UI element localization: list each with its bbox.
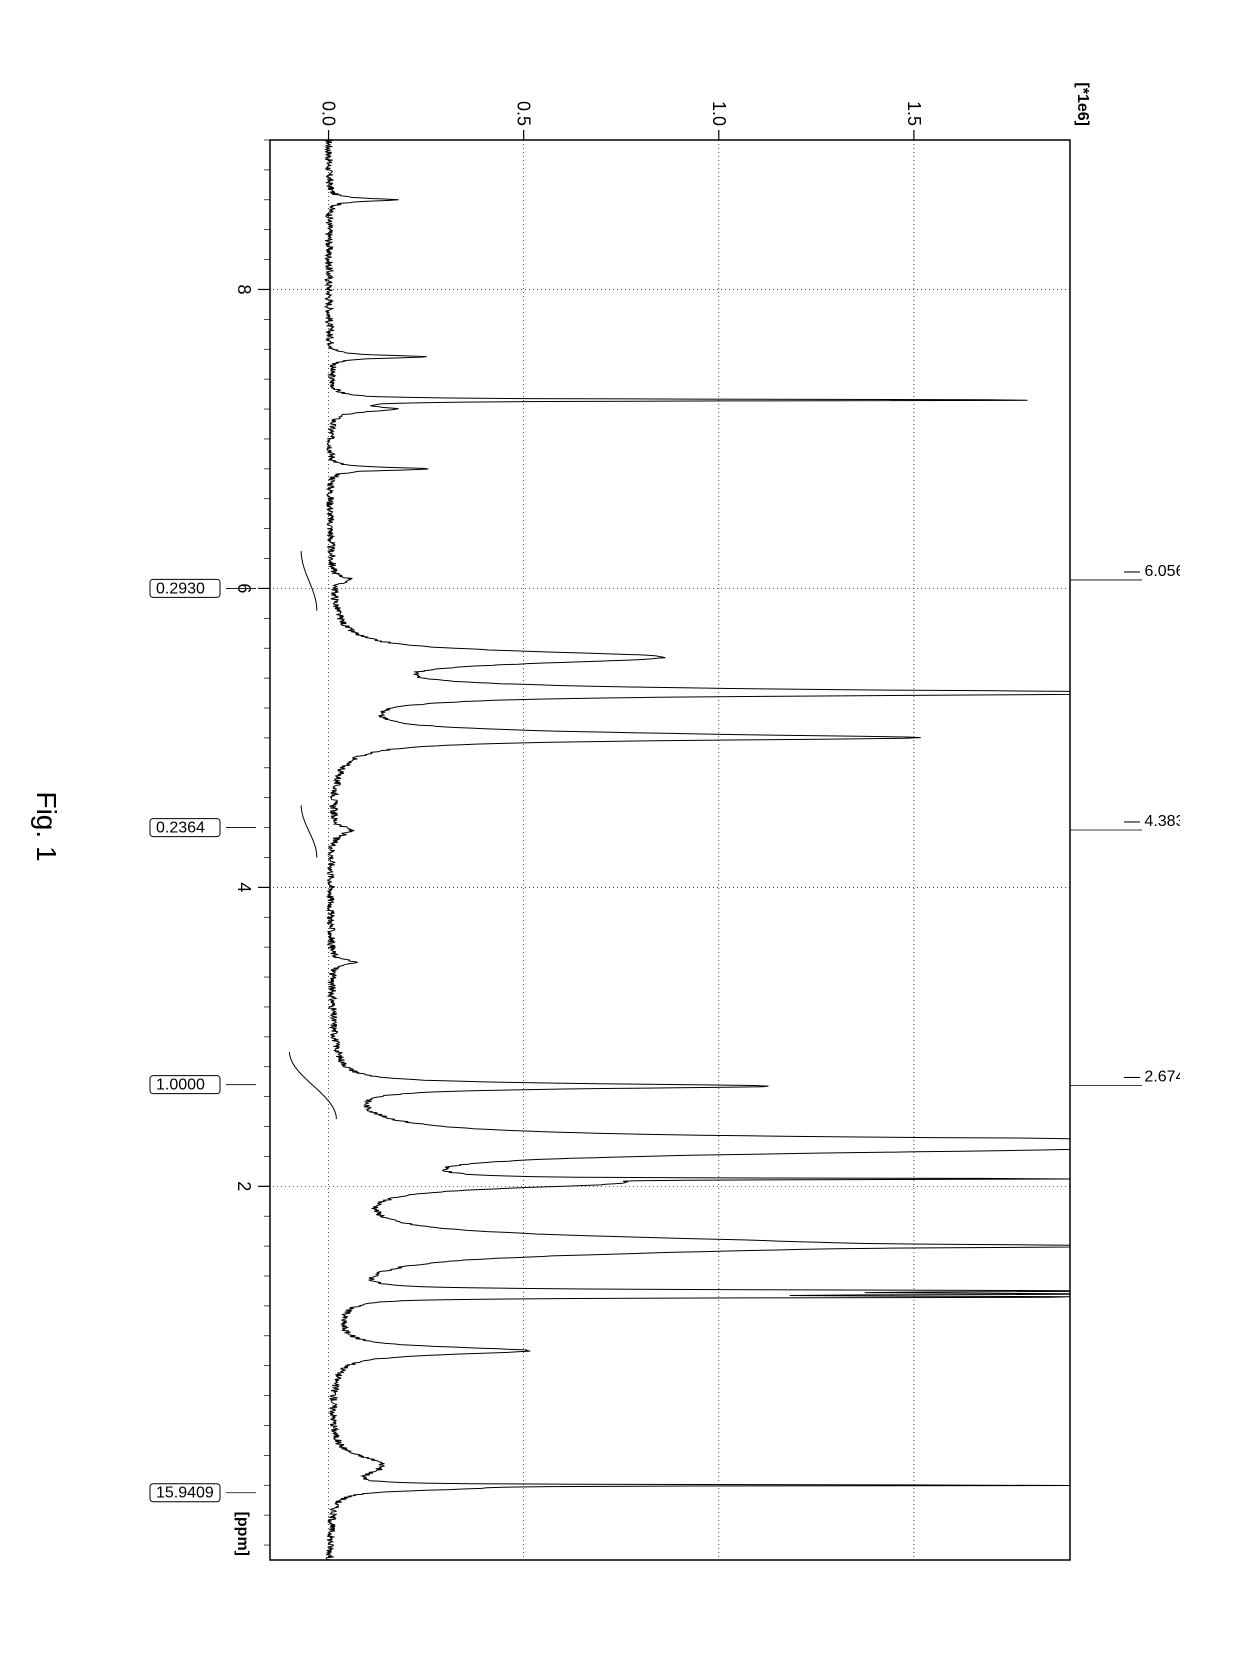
svg-text:— 4.3837: — 4.3837 [1124, 813, 1180, 830]
svg-text:[*1e6]: [*1e6] [1074, 82, 1091, 126]
svg-text:15.9409: 15.9409 [156, 1485, 214, 1502]
page: 8642[ppm]0.00.51.01.5[*1e6]— 6.0566— 4.3… [0, 0, 1240, 1653]
svg-text:0.2364: 0.2364 [156, 820, 205, 837]
svg-text:— 6.0566: — 6.0566 [1124, 563, 1180, 580]
figure-caption: Fig. 1 [30, 791, 62, 861]
svg-text:1.5: 1.5 [904, 101, 924, 126]
nmr-spectrum-plot: 8642[ppm]0.00.51.01.5[*1e6]— 6.0566— 4.3… [130, 80, 1180, 1580]
svg-text:— 2.6747: — 2.6747 [1124, 1068, 1180, 1085]
svg-text:1.0: 1.0 [709, 101, 729, 126]
svg-text:8: 8 [234, 284, 254, 294]
svg-text:2: 2 [234, 1181, 254, 1191]
svg-text:1.0000: 1.0000 [156, 1077, 205, 1094]
svg-text:[ppm]: [ppm] [234, 1512, 251, 1556]
landscape-container: 8642[ppm]0.00.51.01.5[*1e6]— 6.0566— 4.3… [0, 0, 1240, 1653]
svg-text:0.2930: 0.2930 [156, 580, 205, 597]
nmr-svg: 8642[ppm]0.00.51.01.5[*1e6]— 6.0566— 4.3… [130, 80, 1180, 1580]
svg-text:0.0: 0.0 [319, 101, 339, 126]
svg-text:0.5: 0.5 [514, 101, 534, 126]
svg-text:4: 4 [234, 882, 254, 892]
